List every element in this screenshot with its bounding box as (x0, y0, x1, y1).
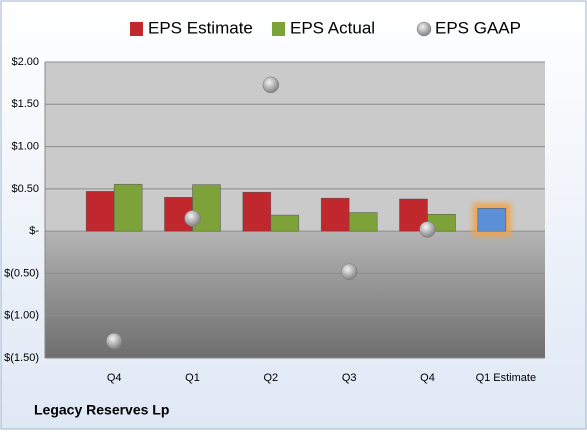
bar (270, 214, 300, 232)
gaap-point (262, 76, 280, 94)
legend-swatch (416, 21, 432, 37)
footer: Legacy Reserves Lp (34, 402, 169, 418)
y-tick-label: $0.50 (11, 183, 39, 195)
y-tick-label: $- (29, 225, 39, 237)
x-tick-label: Q1 (185, 372, 200, 384)
bar (477, 208, 507, 232)
bar (320, 197, 350, 232)
plot-area-negative (45, 231, 545, 358)
y-tick-label: $(1.00) (4, 310, 39, 322)
y-tick-label: $(1.50) (4, 352, 39, 364)
legend-label: EPS Actual (290, 18, 375, 37)
gaap-point (105, 332, 123, 350)
gaap-point (419, 221, 436, 238)
legend-swatch (272, 22, 285, 36)
gaap-point (340, 263, 358, 280)
bar (242, 191, 272, 232)
legend-label: EPS Estimate (148, 18, 253, 37)
y-tick-label: $1.50 (11, 98, 39, 110)
bar (85, 191, 115, 232)
legend-label: EPS GAAP (435, 18, 521, 37)
x-tick-label: Q3 (342, 372, 357, 384)
y-tick-label: $(0.50) (4, 267, 39, 279)
y-tick-label: $1.00 (11, 140, 39, 152)
bar (113, 183, 143, 232)
gaap-point (184, 210, 201, 227)
x-tick-label: Q1 Estimate (476, 372, 537, 384)
legend-swatch (130, 22, 143, 36)
x-tick-label: Q4 (420, 372, 435, 384)
bar (348, 212, 378, 232)
x-tick-label: Q4 (107, 372, 122, 384)
x-tick-label: Q2 (263, 372, 278, 384)
y-tick-label: $2.00 (11, 56, 39, 68)
